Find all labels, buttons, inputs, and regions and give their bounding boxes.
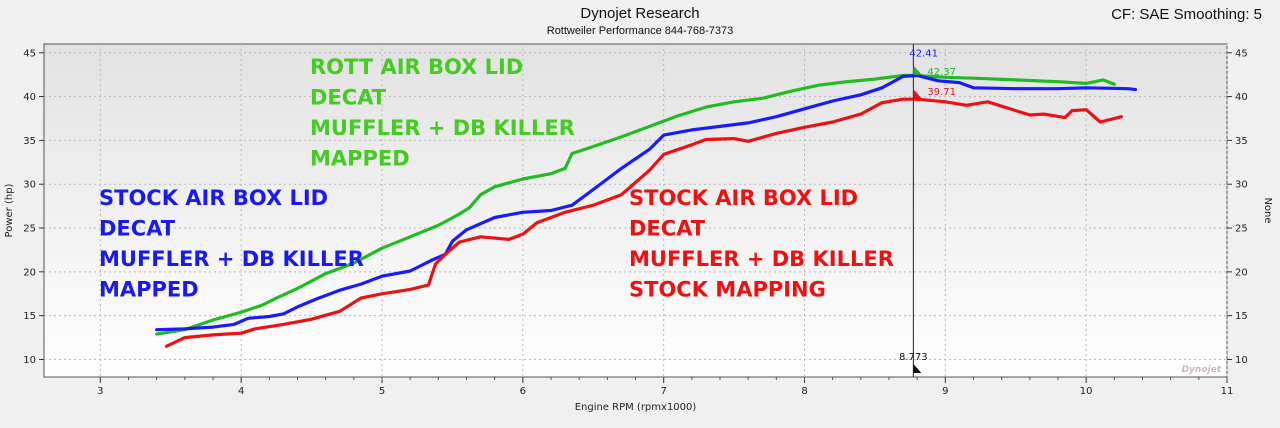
y-tick-label-left: 15: [23, 311, 36, 322]
chart-subtitle: Rottweiler Performance 844-768-7373: [546, 25, 734, 37]
y-tick-label-right: 45: [1235, 48, 1248, 59]
cursor-readout-label: 39.71: [927, 87, 956, 98]
x-tick-label: 7: [660, 386, 666, 397]
y-tick-label-left: 45: [23, 48, 36, 59]
cursor-readout-marker: [913, 89, 922, 99]
y-tick-label-right: 40: [1235, 92, 1248, 103]
y-tick-label-right: 15: [1235, 311, 1248, 322]
series-line-1: [155, 73, 1116, 336]
y-axis-label: Power (hp): [4, 183, 15, 237]
annotation-line: DECAT: [310, 86, 387, 110]
cursor-x-label: 8.773: [899, 352, 928, 363]
annotation-line: STOCK AIR BOX LID: [99, 186, 328, 210]
annotation-blue: STOCK AIR BOX LID DECAT MUFFLER + DB KILLE…: [99, 186, 364, 302]
annotation-line: DECAT: [99, 217, 176, 241]
y-tick-label-left: 30: [23, 180, 36, 191]
x-tick-label: 10: [1080, 386, 1093, 397]
series-line-3: [164, 97, 1123, 348]
y-axis-label-right: None: [1262, 197, 1273, 223]
y-tick-label-right: 35: [1235, 136, 1248, 147]
y-tick-label-right: 10: [1235, 355, 1248, 366]
x-tick-label: 3: [97, 386, 103, 397]
annotation-line: MAPPED: [310, 147, 410, 171]
chart-title: Dynojet Research: [580, 5, 700, 22]
cursor-marker: [913, 364, 922, 373]
y-tick-label-left: 20: [23, 267, 36, 278]
correction-factor-label: CF: SAE Smoothing: 5: [1111, 6, 1262, 23]
y-tick-label-right: 20: [1235, 267, 1248, 278]
x-tick-label: 4: [238, 386, 244, 397]
annotation-red: STOCK AIR BOX LID DECAT MUFFLER + DB KILLE…: [629, 186, 894, 302]
x-tick-label: 5: [379, 386, 385, 397]
annotation-line: MUFFLER + DB KILLER: [629, 247, 894, 271]
annotation-line: STOCK MAPPING: [629, 278, 826, 302]
annotation-line: MUFFLER + DB KILLER: [310, 116, 575, 140]
x-tick-label: 6: [520, 386, 526, 397]
dynojet-watermark: Dynojet: [1182, 365, 1222, 375]
cursor-readout-label: 42.37: [927, 67, 956, 78]
annotation-line: ROTT AIR BOX LID: [310, 55, 523, 79]
y-tick-label-left: 40: [23, 92, 36, 103]
cursor-readout-marker: [913, 65, 922, 75]
x-axis-label: Engine RPM (rpmx1000): [575, 402, 697, 413]
annotation-line: MAPPED: [99, 278, 199, 302]
x-tick-label: 8: [801, 386, 807, 397]
y-tick-label-right: 30: [1235, 180, 1248, 191]
x-tick-label: 11: [1221, 386, 1234, 397]
y-tick-label-left: 10: [23, 355, 36, 366]
cursor-readout-label: 42.41: [909, 48, 938, 59]
series-line-2: [155, 73, 1138, 332]
annotation-green: ROTT AIR BOX LID DECAT MUFFLER + DB KILLER…: [310, 55, 575, 171]
y-tick-label-right: 25: [1235, 224, 1248, 235]
annotation-line: MUFFLER + DB KILLER: [99, 247, 364, 271]
y-tick-label-left: 25: [23, 224, 36, 235]
annotation-line: STOCK AIR BOX LID: [629, 186, 858, 210]
y-tick-label-left: 35: [23, 136, 36, 147]
x-tick-label: 9: [942, 386, 948, 397]
annotation-line: DECAT: [629, 217, 706, 241]
